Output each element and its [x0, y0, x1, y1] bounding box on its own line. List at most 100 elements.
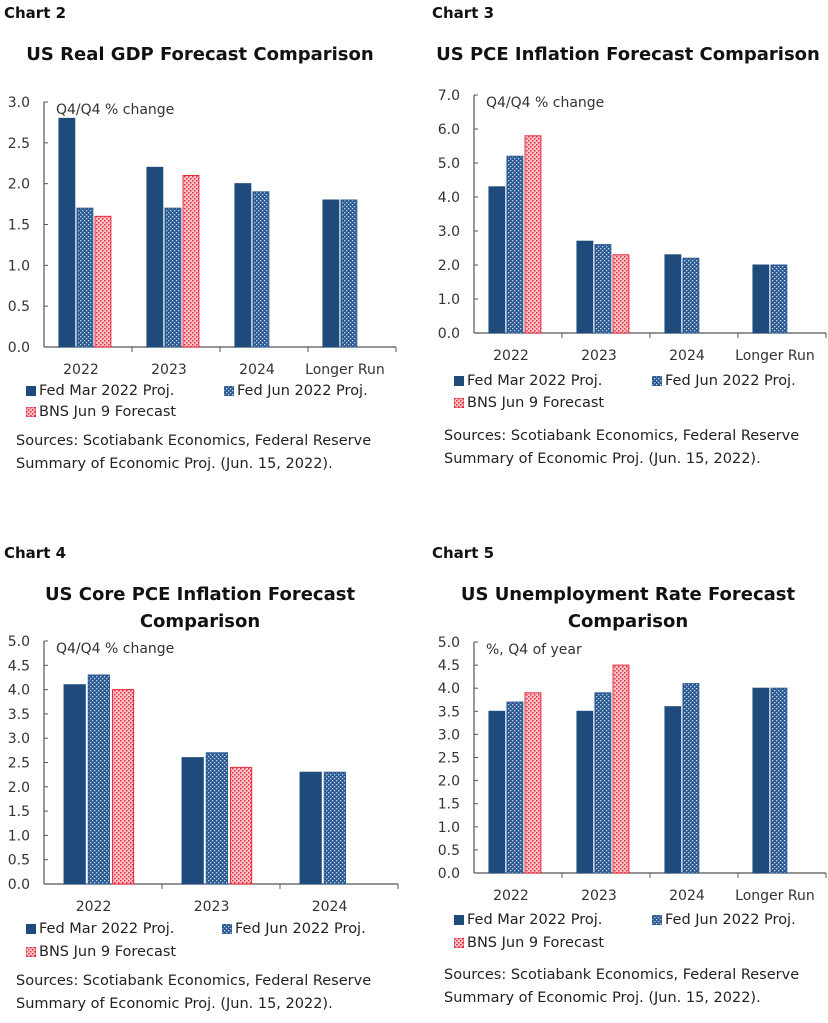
y-tick-label: 5.0: [438, 156, 460, 172]
chart-title: US PCE Inflation Forecast Comparison: [436, 44, 820, 65]
bar-fed-jun: [323, 771, 346, 885]
unit-label: Q4/Q4 % change: [56, 102, 174, 118]
bar-fed-mar: [63, 684, 86, 885]
bar-fed-mar: [752, 264, 770, 334]
chart-number-label: Chart 4: [4, 544, 67, 562]
bar-fed-mar: [576, 710, 594, 874]
bar-bns: [94, 215, 112, 348]
legend-swatch-fed-jun: [652, 376, 662, 386]
y-tick-label: 1.0: [8, 258, 30, 274]
legend-swatch-fed-jun: [652, 915, 662, 925]
y-tick-label: 3.0: [438, 224, 460, 240]
y-tick-label: 4.0: [438, 190, 460, 206]
sources-line: Sources: Scotiabank Economics, Federal R…: [444, 967, 800, 983]
bar-bns: [524, 692, 542, 874]
legend-item-fed-mar: Fed Mar 2022 Proj.: [26, 383, 174, 399]
y-tick-label: 4.5: [8, 658, 30, 674]
chart-panel-3: Chart 3 US PCE Inflation Forecast Compar…: [428, 0, 828, 500]
y-tick-label: 3.5: [8, 707, 30, 723]
legend-item-bns: BNS Jun 9 Forecast: [26, 944, 176, 960]
bar-fed-jun: [770, 687, 788, 874]
x-tick-label: Longer Run: [735, 888, 815, 904]
legend-swatch-fed-mar: [26, 386, 36, 396]
legend-item-bns: BNS Jun 9 Forecast: [26, 404, 176, 420]
chart-title-line: Comparison: [139, 611, 261, 632]
bar-fed-jun: [770, 264, 788, 334]
bar-fed-jun: [87, 674, 110, 885]
x-tick-label: 2024: [669, 348, 705, 364]
bar-bns: [524, 135, 542, 334]
legend-swatch-bns: [454, 398, 464, 408]
legend-label: Fed Mar 2022 Proj.: [39, 383, 175, 399]
chart-title-line: US Core PCE Inflation Forecast: [44, 584, 356, 605]
unit-label: Q4/Q4 % change: [486, 95, 604, 111]
legend-item-fed-jun: Fed Jun 2022 Proj.: [224, 383, 368, 399]
bar-fed-mar: [146, 166, 164, 348]
y-tick-label: 0.0: [8, 877, 30, 893]
sources-line: Summary of Economic Proj. (Jun. 15, 2022…: [444, 990, 761, 1006]
legend-label: Fed Mar 2022 Proj.: [467, 912, 603, 928]
legend-label: BNS Jun 9 Forecast: [39, 944, 177, 960]
y-tick-label: 2.0: [8, 177, 30, 193]
y-tick-label: 2.5: [8, 756, 30, 772]
legend-item-fed-jun: Fed Jun 2022 Proj.: [222, 921, 366, 937]
legend-label: Fed Mar 2022 Proj.: [39, 921, 175, 937]
chart-sources: Sources: Scotiabank Economics, Federal R…: [444, 425, 828, 471]
bar-fed-mar: [664, 706, 682, 874]
bar-chart-plot: 0.0 0.5 1.0 1.5 2.0 2.5 3.0 3.5 4.0 4.5 5.0 %, Q4 o…: [438, 635, 827, 904]
y-tick-label: 1.5: [8, 218, 30, 234]
legend-label: Fed Jun 2022 Proj.: [665, 373, 796, 389]
x-tick-label: 2022: [63, 362, 99, 378]
chart-title: US Real GDP Forecast Comparison: [26, 44, 374, 65]
y-tick-label: 1.0: [438, 292, 460, 308]
legend-swatch-bns: [26, 947, 36, 957]
legend-label: Fed Jun 2022 Proj.: [665, 912, 796, 928]
chart-number-label: Chart 3: [432, 4, 495, 22]
legend-swatch-fed-jun: [224, 386, 234, 396]
x-tick-label: 2023: [581, 888, 617, 904]
chart-title: US Unemployment Rate Forecast Comparison: [428, 581, 828, 635]
unit-label: Q4/Q4 % change: [56, 641, 174, 657]
x-tick-label: 2022: [76, 899, 112, 915]
legend-swatch-bns: [454, 938, 464, 948]
bar-fed-mar: [488, 186, 506, 334]
sources-line: Sources: Scotiabank Economics, Federal R…: [444, 428, 800, 444]
legend-item-bns: BNS Jun 9 Forecast: [454, 395, 604, 411]
y-tick-label: 3.0: [8, 95, 30, 111]
bar-fed-jun: [340, 199, 358, 348]
legend-label: Fed Jun 2022 Proj.: [235, 921, 366, 937]
y-tick-label: 4.0: [8, 683, 30, 699]
y-tick-label: 0.0: [438, 866, 460, 882]
chart-title-line: Comparison: [567, 611, 689, 632]
bar-fed-mar: [299, 771, 322, 885]
x-tick-label: 2022: [493, 888, 529, 904]
y-tick-label: 1.0: [438, 820, 460, 836]
y-tick-label: 4.5: [438, 658, 460, 674]
legend-label: BNS Jun 9 Forecast: [467, 395, 605, 411]
legend-label: Fed Jun 2022 Proj.: [237, 383, 368, 399]
bar-chart-plot: 0.0 1.0 2.0 3.0 4.0 5.0 6.0 7.0 Q4/Q4 % change 20…: [438, 88, 827, 364]
sources-line: Summary of Economic Proj. (Jun. 15, 2022…: [444, 451, 761, 467]
bar-fed-jun: [252, 191, 270, 348]
chart-number-label: Chart 2: [4, 4, 67, 22]
bar-fed-mar: [488, 710, 506, 874]
bar-fed-mar: [664, 254, 682, 334]
y-tick-label: 1.0: [8, 828, 30, 844]
y-tick-label: 2.0: [438, 258, 460, 274]
bar-fed-mar: [752, 687, 770, 874]
bar-bns: [612, 664, 630, 874]
bar-fed-mar: [322, 199, 340, 348]
bar-fed-jun: [682, 257, 700, 334]
y-tick-label: 1.5: [8, 804, 30, 820]
bar-fed-mar: [234, 183, 252, 348]
bar-fed-jun: [506, 155, 524, 334]
bar-fed-jun: [594, 692, 612, 874]
y-tick-label: 1.5: [438, 797, 460, 813]
bar-bns: [111, 689, 135, 885]
bar-fed-jun: [164, 207, 182, 348]
x-tick-label: Longer Run: [735, 348, 815, 364]
legend-swatch-fed-jun: [222, 924, 232, 934]
y-tick-label: 0.0: [8, 340, 30, 356]
y-tick-label: 4.0: [438, 681, 460, 697]
bar-fed-jun: [76, 207, 94, 348]
